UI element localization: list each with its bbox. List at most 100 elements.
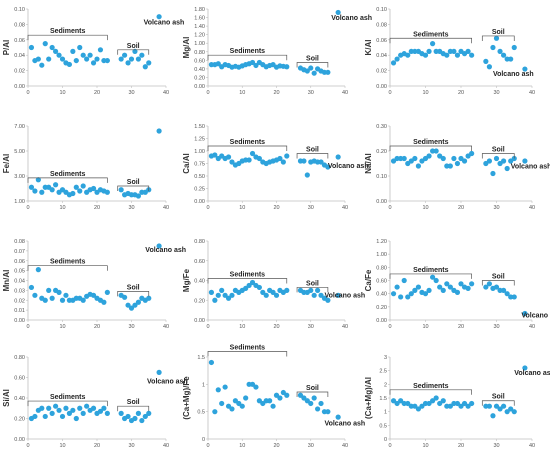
y-tick-label: 1.00 — [14, 199, 25, 205]
x-tick-label: 40 — [163, 90, 169, 96]
chart-4: 1.00 3.00 5.00 7.00 0 10 20 30 40 Fe/Al Sediments S… — [2, 124, 169, 211]
data-point — [493, 155, 500, 162]
x-tick-label: 20 — [94, 443, 100, 449]
data-point — [77, 405, 83, 411]
data-point — [35, 267, 41, 273]
data-point — [156, 369, 162, 375]
group-bracket — [481, 35, 515, 41]
data-point — [212, 409, 218, 415]
data-point — [318, 292, 324, 298]
data-point — [208, 289, 215, 295]
y-axis-label: Mn/Al — [2, 270, 11, 292]
chart-8: 0.00 0.20 0.40 0.60 0.80 0 10 20 30 40 Mg/Fe Sedime… — [182, 239, 365, 330]
data-point — [280, 159, 286, 165]
volcano-ash-label: Volcano ash — [324, 420, 365, 427]
data-point — [408, 291, 414, 297]
data-point — [419, 403, 425, 409]
y-tick-label: 0.20 — [14, 417, 25, 423]
y-axis-label: Fe/Al — [2, 154, 11, 174]
data-point — [128, 305, 135, 311]
data-point — [483, 58, 489, 64]
data-point — [246, 157, 252, 163]
y-tick-label: 0.75 — [194, 162, 205, 168]
chart-6: 0.00 0.10 0.20 0.30 0 10 20 30 40 Na/Al Sediments S… — [364, 124, 550, 211]
x-tick-label: 40 — [163, 205, 169, 211]
data-point — [454, 400, 461, 407]
data-point — [84, 403, 90, 409]
data-point — [80, 52, 86, 58]
y-tick-label: 0.06 — [376, 38, 387, 44]
volcano-ash-label: Volcano ash — [144, 19, 185, 26]
group-label: Soil — [492, 29, 505, 36]
y-tick-label: 0.00 — [14, 318, 25, 324]
data-point — [66, 61, 72, 68]
chart-10: 0.00 0.20 0.40 0.60 0.80 0 10 20 30 40 Si/Al Sedime… — [2, 355, 188, 449]
data-point — [125, 302, 131, 308]
y-tick-label: 0.60 — [194, 259, 205, 265]
y-tick-label: 0.25 — [194, 187, 205, 193]
data-point — [412, 155, 418, 162]
data-point — [490, 44, 496, 51]
y-tick-label: 1.20 — [194, 33, 205, 39]
data-point — [440, 398, 446, 404]
data-point — [508, 406, 514, 412]
group-bracket — [27, 34, 108, 41]
data-point — [225, 154, 232, 160]
data-point — [222, 384, 228, 390]
data-point — [398, 294, 404, 300]
data-point — [135, 193, 141, 199]
group-bracket — [296, 62, 329, 68]
group-label: Sediments — [230, 139, 266, 146]
y-tick-label: 0.01 — [14, 308, 25, 314]
x-tick-label: 30 — [128, 443, 134, 449]
data-point — [53, 182, 59, 188]
data-point — [447, 163, 453, 169]
data-point — [28, 184, 35, 190]
x-tick-label: 10 — [59, 324, 65, 330]
group-label: Soil — [306, 147, 319, 154]
volcano-ash-label: Volcano ash — [521, 312, 550, 319]
data-point — [311, 292, 317, 298]
data-point — [63, 292, 69, 298]
x-tick-label: 30 — [128, 90, 134, 96]
x-tick-label: 20 — [458, 443, 464, 449]
data-point — [104, 189, 110, 195]
x-tick-label: 20 — [273, 324, 279, 330]
y-tick-label: 0.00 — [194, 318, 205, 324]
data-point — [32, 292, 38, 298]
data-point — [80, 183, 86, 189]
data-point — [490, 413, 496, 419]
data-point — [70, 190, 76, 197]
group-label: Sediments — [50, 259, 86, 266]
group-bracket — [389, 145, 472, 151]
data-point — [63, 405, 69, 411]
x-tick-label: 0 — [206, 205, 209, 211]
data-point — [270, 403, 276, 409]
data-point — [39, 405, 45, 411]
volcano-ash-label: Volcano ash — [145, 247, 186, 254]
data-point — [422, 291, 429, 297]
data-point — [447, 403, 453, 409]
x-tick-label: 40 — [342, 205, 348, 211]
x-tick-label: 20 — [94, 205, 100, 211]
group-bracket — [207, 351, 288, 357]
group-label: Soil — [127, 399, 140, 406]
y-axis-label: P/Al — [2, 40, 11, 56]
data-point — [284, 153, 290, 159]
data-point — [522, 66, 528, 72]
data-point — [208, 359, 215, 366]
x-tick-label: 0 — [206, 90, 209, 96]
x-tick-label: 0 — [26, 324, 29, 330]
data-point — [284, 64, 290, 70]
data-point — [426, 287, 432, 293]
data-point — [90, 60, 97, 66]
data-point — [440, 155, 446, 162]
data-point — [311, 395, 317, 401]
group-bracket — [117, 291, 150, 297]
x-tick-label: 10 — [422, 324, 428, 330]
volcano-ash-label: Volcano ash — [147, 379, 188, 386]
data-point — [335, 292, 341, 298]
group-label: Soil — [127, 179, 140, 186]
group-bracket — [27, 400, 108, 407]
group-label: Sediments — [230, 345, 266, 352]
